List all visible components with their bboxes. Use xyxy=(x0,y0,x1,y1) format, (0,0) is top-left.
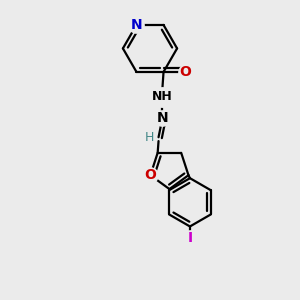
Text: N: N xyxy=(156,110,168,124)
Text: N: N xyxy=(130,18,142,32)
Text: H: H xyxy=(145,131,154,144)
Text: NH: NH xyxy=(152,90,172,104)
Text: I: I xyxy=(188,231,193,245)
Text: O: O xyxy=(145,168,156,182)
Text: O: O xyxy=(180,65,192,79)
